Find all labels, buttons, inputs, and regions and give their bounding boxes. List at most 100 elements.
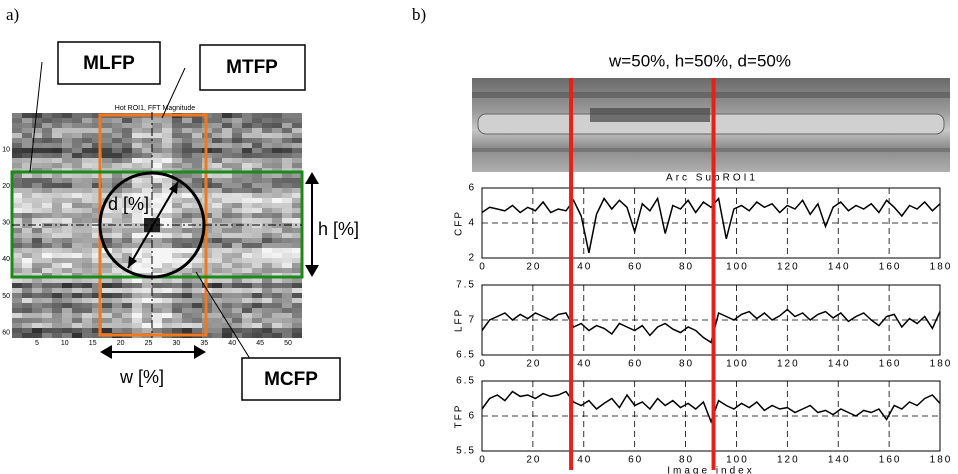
image-cell (262, 148, 272, 153)
image-cell (142, 288, 152, 293)
image-cell (282, 148, 292, 153)
image-cell (282, 323, 292, 328)
image-cell (52, 248, 62, 253)
image-cell (262, 153, 272, 158)
image-cell (212, 183, 222, 188)
image-cell (172, 143, 182, 148)
image-cell (42, 303, 52, 308)
image-cell (182, 283, 192, 288)
image-cell (62, 188, 72, 193)
image-cell (22, 303, 32, 308)
image-cell (272, 143, 282, 148)
image-cell (252, 113, 262, 118)
image-cell (122, 308, 132, 313)
image-cell (292, 253, 302, 258)
image-cell (162, 233, 172, 238)
image-cell (232, 198, 242, 203)
image-cell (42, 268, 52, 273)
image-cell (182, 123, 192, 128)
image-cell (102, 253, 112, 258)
image-cell (172, 148, 182, 153)
image-cell (292, 278, 302, 283)
image-cell (182, 323, 192, 328)
image-cell (272, 253, 282, 258)
image-cell (32, 148, 42, 153)
image-cell (112, 233, 122, 238)
image-cell (152, 308, 162, 313)
image-cell (62, 208, 72, 213)
image-cell (192, 303, 202, 308)
image-cell (132, 268, 142, 273)
image-cell (282, 143, 292, 148)
image-cell (112, 308, 122, 313)
image-cell (222, 313, 232, 318)
image-cell (12, 313, 22, 318)
image-cell (92, 248, 102, 253)
image-cell (162, 278, 172, 283)
image-cell (232, 253, 242, 258)
image-cell (112, 198, 122, 203)
image-cell (122, 173, 132, 178)
image-cell (102, 328, 112, 333)
image-cell (222, 128, 232, 133)
image-cell (12, 113, 22, 118)
image-cell (292, 123, 302, 128)
image-cell (122, 238, 132, 243)
image-cell (222, 173, 232, 178)
image-cell (12, 143, 22, 148)
image-cell (142, 298, 152, 303)
image-cell (222, 153, 232, 158)
image-cell (112, 193, 122, 198)
image-cell (292, 143, 302, 148)
image-cell (22, 328, 32, 333)
image-cell (42, 203, 52, 208)
image-cell (222, 288, 232, 293)
image-cell (262, 118, 272, 123)
image-cell (102, 263, 112, 268)
image-cell (232, 313, 242, 318)
image-cell (72, 133, 82, 138)
image-cell (282, 258, 292, 263)
image-cell (52, 268, 62, 273)
image-cell (62, 118, 72, 123)
image-cell (232, 218, 242, 223)
image-cell (212, 198, 222, 203)
image-cell (62, 278, 72, 283)
image-cell (122, 203, 132, 208)
image-cell (42, 283, 52, 288)
image-cell (212, 113, 222, 118)
image-cell (252, 228, 262, 233)
image-cell (42, 113, 52, 118)
image-cell (32, 218, 42, 223)
image-y-tick-label: 20 (2, 183, 10, 190)
image-cell (82, 158, 92, 163)
image-y-tick-label: 40 (2, 256, 10, 263)
image-cell (222, 298, 232, 303)
image-cell (112, 313, 122, 318)
image-cell (102, 123, 112, 128)
image-cell (272, 238, 282, 243)
image-cell (12, 228, 22, 233)
image-cell (242, 153, 252, 158)
image-cell (62, 213, 72, 218)
image-cell (232, 133, 242, 138)
image-cell (52, 208, 62, 213)
image-cell (262, 183, 272, 188)
image-cell (12, 178, 22, 183)
image-cell (292, 328, 302, 333)
image-cell (12, 133, 22, 138)
image-cell (162, 208, 172, 213)
image-cell (182, 318, 192, 323)
image-cell (22, 138, 32, 143)
image-cell (112, 178, 122, 183)
image-cell (72, 278, 82, 283)
image-cell (142, 143, 152, 148)
image-cell (72, 178, 82, 183)
image-cell (222, 238, 232, 243)
image-cell (172, 243, 182, 248)
image-cell (22, 263, 32, 268)
image-cell (232, 248, 242, 253)
image-cell (272, 148, 282, 153)
image-cell (12, 263, 22, 268)
image-cell (82, 138, 92, 143)
